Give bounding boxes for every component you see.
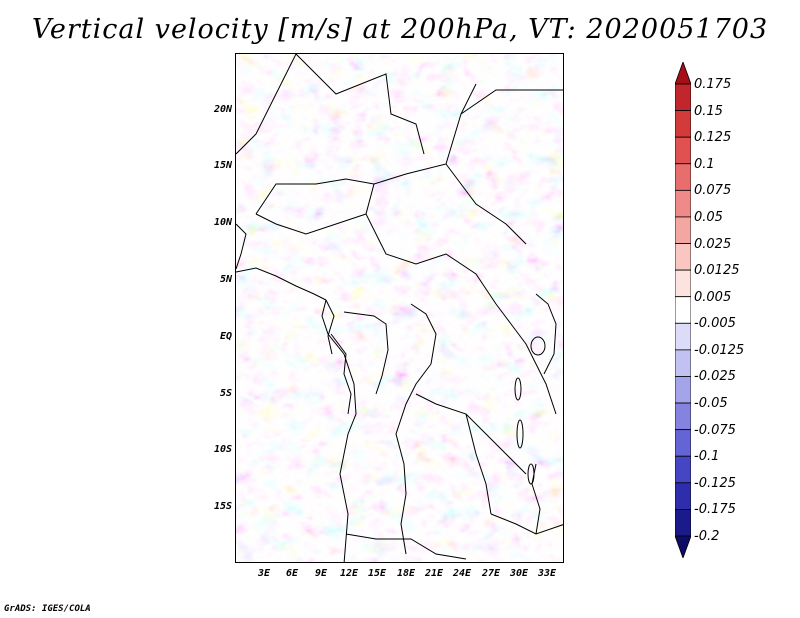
lon-label-15e: 15E: [367, 568, 387, 579]
lat-label-10s: 10S: [213, 444, 232, 455]
lon-label-21e: 21E: [424, 568, 444, 579]
colorbar-label: -0.2: [694, 529, 720, 544]
lat-label-5s: 5S: [219, 388, 232, 399]
colorbar-label: 0.125: [694, 130, 732, 146]
lon-label-9e: 9E: [314, 568, 328, 579]
lat-label-10n: 10N: [213, 217, 232, 228]
lon-label-24e: 24E: [452, 568, 472, 579]
colorbar-bin: [674, 296, 692, 324]
colorbar-bin: [674, 509, 692, 537]
colorbar-label: 0.1: [694, 156, 715, 172]
lat-label-15n: 15N: [213, 160, 232, 171]
colorbar: [674, 60, 692, 562]
colorbar-label: -0.125: [694, 475, 736, 491]
colorbar-label: -0.005: [694, 316, 736, 332]
colorbar-bin: [674, 163, 692, 191]
lon-label-27e: 27E: [481, 568, 501, 579]
lon-label-6e: 6E: [285, 568, 299, 579]
lat-label-eq: EQ: [219, 331, 232, 342]
colorbar-label: 0.025: [694, 236, 732, 252]
lakes: [514, 336, 546, 485]
colorbar-bin: [674, 429, 692, 457]
lat-label-15s: 15S: [213, 501, 232, 512]
colorbar-bin: [674, 455, 692, 484]
colorbar-label: -0.1: [694, 449, 720, 465]
colorbar-bin: [674, 322, 692, 351]
footer-credit: GrADS: IGES/COLA: [4, 604, 91, 614]
colorbar-label: -0.0125: [694, 342, 745, 358]
colorbar-label: 0.0125: [694, 263, 740, 279]
colorbar-bin: [674, 349, 692, 377]
country-borders: [236, 54, 563, 560]
colorbar-bin: [674, 402, 692, 431]
lon-label-30e: 30E: [509, 568, 529, 579]
lat-label-20n: 20N: [213, 104, 232, 115]
colorbar-label: 0.15: [694, 103, 723, 119]
velocity-field: [236, 54, 563, 562]
colorbar-label: 0.05: [694, 209, 723, 225]
colorbar-bin: [674, 376, 692, 404]
lon-label-3e: 3E: [257, 568, 271, 579]
lon-label-12e: 12E: [339, 568, 359, 579]
colorbar-label: 0.175: [694, 77, 732, 92]
colorbar-bin: [674, 216, 692, 244]
colorbar-label: 0.005: [694, 289, 732, 305]
colorbar-bin: [674, 136, 692, 165]
colorbar-bin: [674, 269, 692, 298]
colorbar-cap-top: [674, 60, 692, 85]
colorbar-label: -0.175: [694, 502, 736, 518]
velocity-map: [235, 53, 564, 563]
colorbar-label: -0.05: [694, 396, 728, 412]
lon-label-18e: 18E: [396, 568, 416, 579]
colorbar-bin: [674, 110, 692, 138]
colorbar-bin: [674, 243, 692, 271]
colorbar-bin: [674, 482, 692, 510]
lat-label-5n: 5N: [219, 274, 232, 285]
colorbar-label: -0.025: [694, 369, 736, 385]
colorbar-bin: [674, 189, 692, 218]
colorbar-label: -0.075: [694, 422, 736, 438]
colorbar-cap-bottom: [674, 535, 692, 560]
chart-title: Vertical velocity [m/s] at 200hPa, VT: 2…: [31, 14, 769, 45]
colorbar-bin: [674, 83, 692, 111]
colorbar-label: 0.075: [694, 183, 732, 199]
lon-label-33e: 33E: [537, 568, 557, 579]
